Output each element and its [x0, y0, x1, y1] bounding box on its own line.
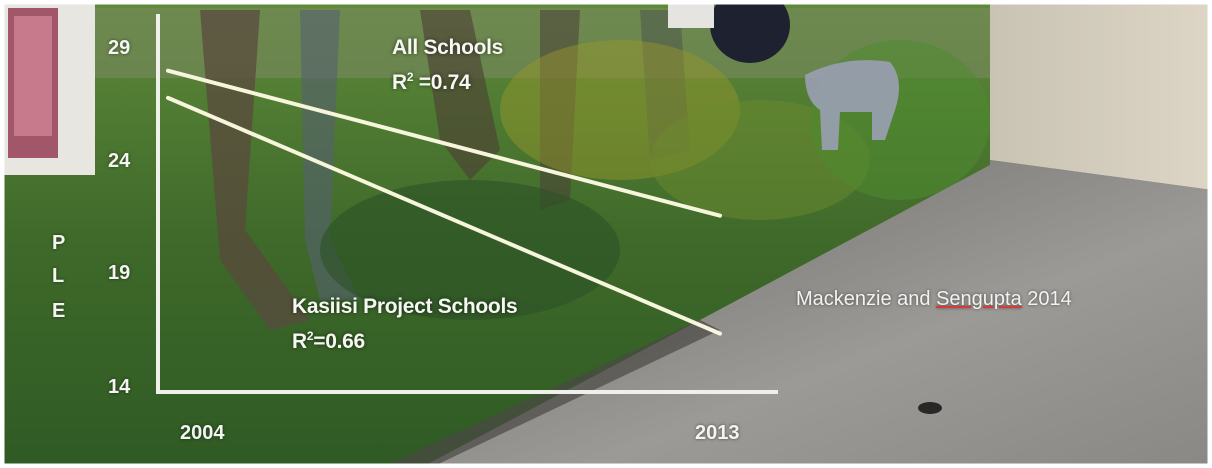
x-tick-label: 2013 — [695, 422, 740, 444]
credit-year: 2014 — [1021, 288, 1072, 310]
y-tick-label: 29 — [108, 37, 131, 59]
y-tick-label: 24 — [108, 150, 131, 172]
r2-letter: R — [392, 71, 407, 94]
credit-authors: Mackenzie and — [796, 288, 937, 310]
trend-line-kasiisi-project-schools — [166, 95, 722, 336]
r2-letter: R — [292, 330, 307, 353]
r-squared-kasiisi: R2=0.66 — [292, 329, 365, 354]
trend-line-all-schools — [166, 68, 722, 218]
source-credit: Mackenzie and Sengupta 2014 — [796, 288, 1072, 311]
y-tick-label: 14 — [108, 376, 131, 398]
x-tick-label: 2004 — [180, 422, 225, 444]
y-axis-label-letter: P — [52, 232, 66, 254]
credit-author-underlined: Sengupta — [936, 288, 1022, 310]
series-label-all-schools: All Schools — [392, 36, 504, 59]
series-label-kasiisi-project-schools: Kasiisi Project Schools — [292, 295, 518, 318]
r2-superscript: 2 — [406, 70, 414, 84]
r2-value: =0.74 — [413, 71, 471, 94]
r2-value: =0.66 — [313, 330, 365, 353]
y-axis-label-letter: E — [52, 300, 66, 322]
y-tick-label: 19 — [108, 262, 131, 284]
r-squared-all-schools: R2 =0.74 — [392, 70, 471, 95]
r2-superscript: 2 — [306, 329, 314, 343]
y-axis-label-letter: L — [52, 265, 65, 287]
